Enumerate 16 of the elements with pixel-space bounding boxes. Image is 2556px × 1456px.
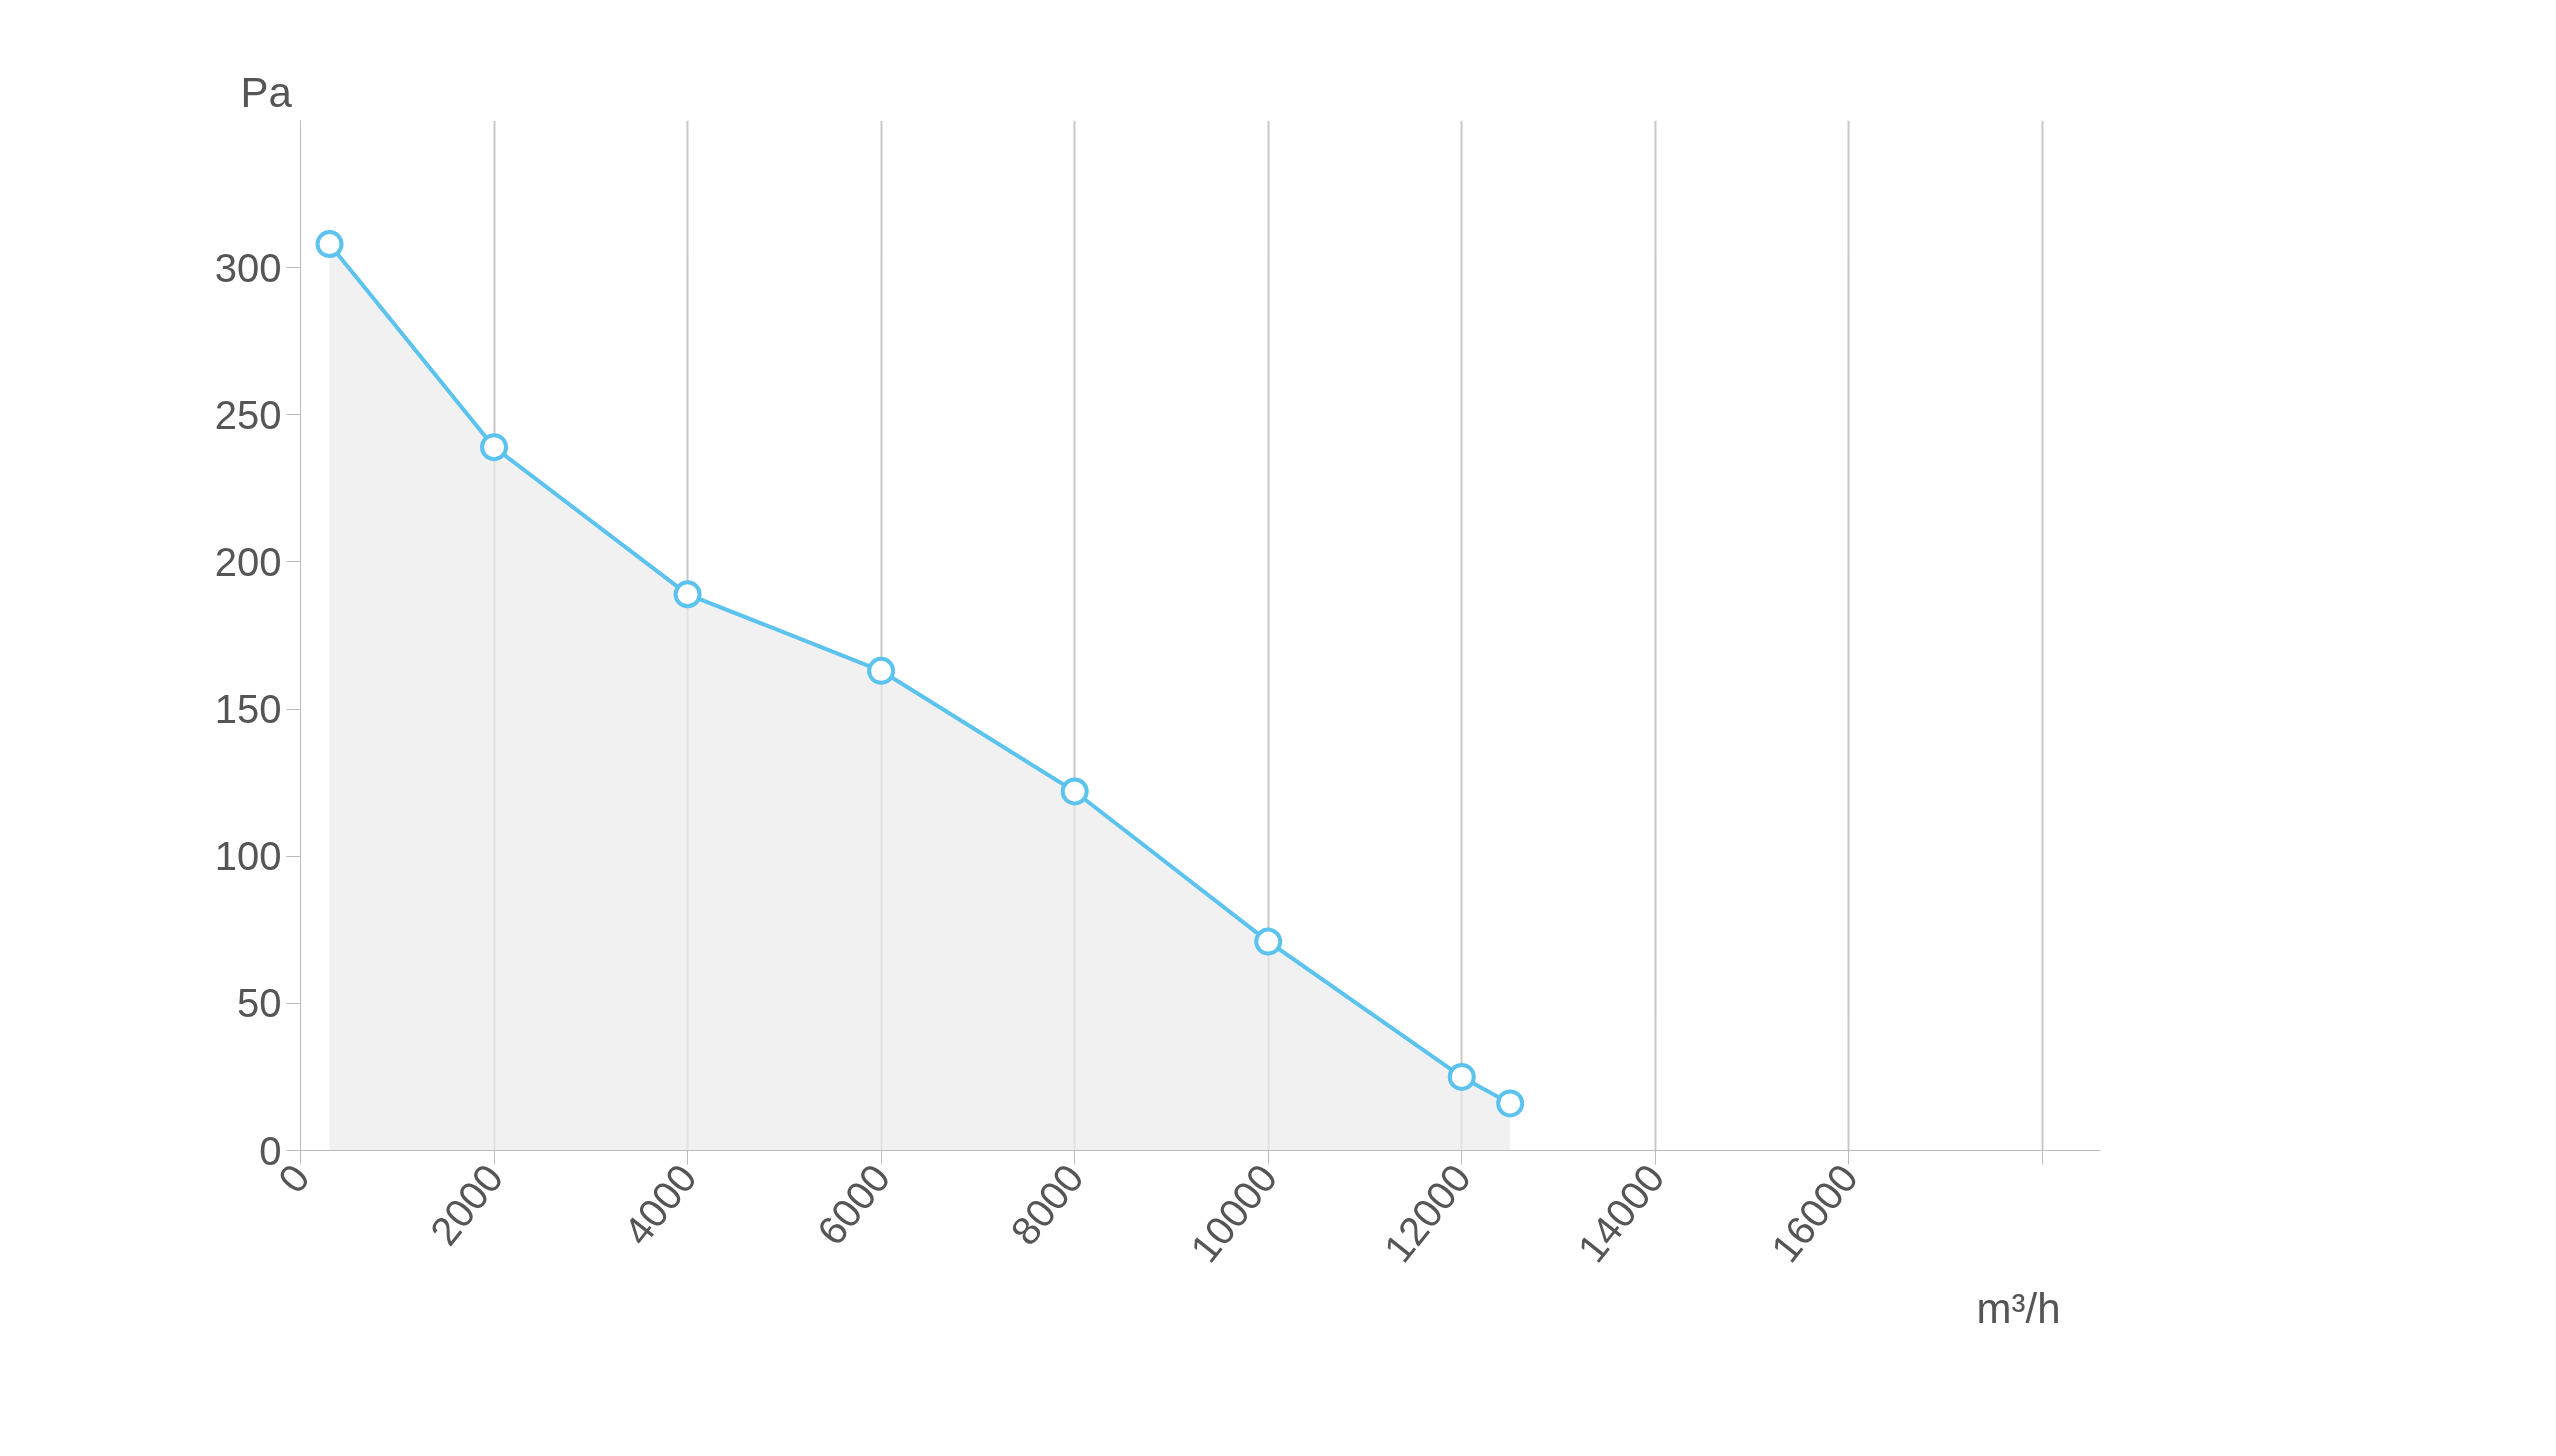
- point: [480, 433, 509, 462]
- point: [1060, 777, 1089, 806]
- point: [1496, 1089, 1525, 1118]
- x-axis-title: m³/h: [1976, 1284, 2061, 1332]
- point: [1254, 927, 1283, 956]
- y-tick-label: 100: [214, 834, 282, 879]
- point: [1447, 1062, 1476, 1091]
- point: [867, 656, 896, 685]
- y-tick-label: 50: [237, 981, 282, 1026]
- y-tick-label: 300: [214, 245, 282, 290]
- point: [315, 230, 344, 259]
- y-tick-label: 200: [214, 539, 282, 584]
- y-axis-title: Pa: [240, 68, 293, 116]
- point: [673, 580, 702, 609]
- y-tick-label: 150: [214, 687, 282, 732]
- y-tick-label: 250: [214, 392, 282, 437]
